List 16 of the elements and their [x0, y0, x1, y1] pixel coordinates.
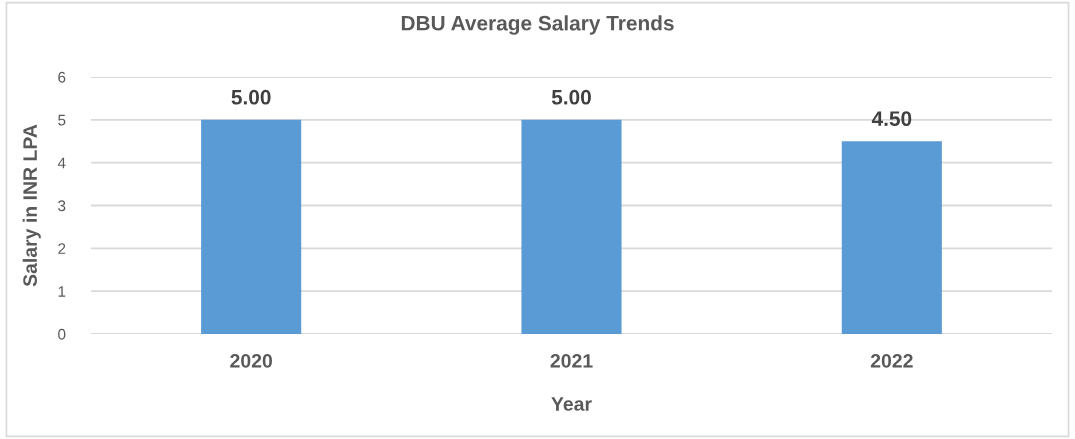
x-tick-label: 2021	[550, 353, 593, 368]
y-tick-label: 0	[58, 328, 66, 340]
y-tick-label: 2	[58, 243, 66, 254]
y-axis-title: Salary in INR LPA	[22, 124, 41, 287]
data-label: 5.00	[231, 89, 271, 105]
x-tick-label: 2022	[870, 353, 913, 368]
x-axis-title: Year	[551, 397, 592, 411]
y-tick-label: 6	[58, 71, 66, 83]
chart-title: DBU Average Salary Trends	[401, 15, 674, 35]
y-tick-label: 4	[57, 157, 66, 169]
y-tick-label: 3	[58, 200, 66, 212]
data-label: 5.00	[551, 89, 591, 105]
data-label: 4.50	[871, 111, 912, 127]
x-tick-label: 2020	[230, 353, 272, 368]
y-tick-label: 5	[58, 114, 66, 126]
y-tick-label: 1	[58, 286, 66, 297]
